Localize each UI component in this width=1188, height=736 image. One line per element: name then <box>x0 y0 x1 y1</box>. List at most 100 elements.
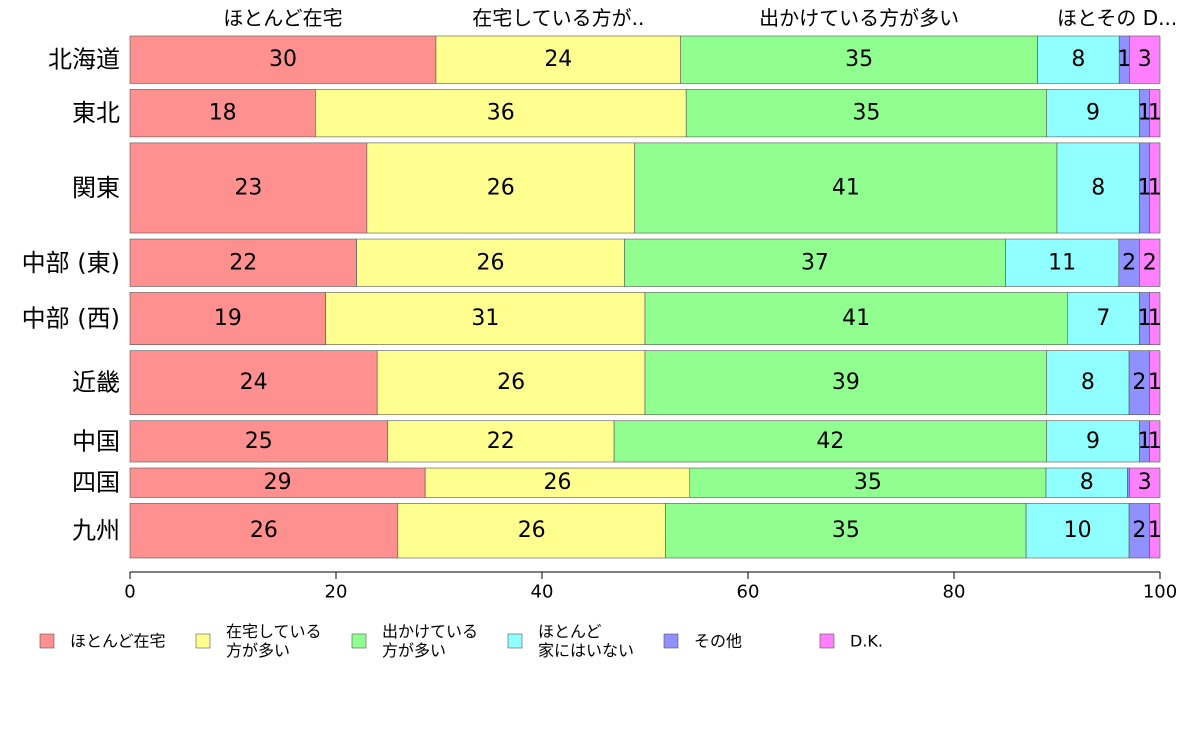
bar-segment <box>356 238 625 287</box>
segment-value-label: 1 <box>1117 47 1131 72</box>
bar-segment <box>1127 467 1130 498</box>
segment-value-label: 1 <box>1148 306 1162 331</box>
segment-value-label: 1 <box>1148 175 1162 200</box>
legend-label: 家にはいない <box>538 641 634 660</box>
legend-label: 出かけている <box>382 622 478 641</box>
segment-value-label: 22 <box>229 250 257 275</box>
bar-segment <box>665 503 1027 559</box>
x-tick-label: 60 <box>737 582 760 603</box>
bar-segment <box>1025 503 1130 559</box>
segment-value-label: 35 <box>854 470 882 495</box>
segment-value-label: 2 <box>1132 518 1146 543</box>
segment-value-label: 29 <box>264 470 292 495</box>
segment-value-label: 7 <box>1096 306 1110 331</box>
legend-swatch <box>351 633 367 649</box>
bar-segment <box>1149 292 1161 345</box>
category-label: 中部 (西) <box>22 305 120 333</box>
x-tick-label: 80 <box>943 582 966 603</box>
top-series-label: ほとその <box>1057 6 1136 30</box>
segment-value-label: 37 <box>801 250 829 275</box>
bar-segment <box>1056 142 1140 234</box>
bar-segment <box>1139 238 1161 287</box>
segment-value-label: 36 <box>487 101 515 126</box>
segment-value-label: 19 <box>214 306 242 331</box>
x-tick-label: 20 <box>325 582 348 603</box>
segment-value-label: 41 <box>842 306 870 331</box>
segment-value-label: 8 <box>1081 370 1095 395</box>
bar-segment <box>1037 35 1120 84</box>
segment-value-label: 24 <box>544 47 572 72</box>
segment-value-label: 26 <box>487 175 515 200</box>
segment-value-label: 9 <box>1086 429 1100 454</box>
legend-swatch <box>507 633 523 649</box>
segment-value-label: 10 <box>1064 518 1092 543</box>
x-tick-label: 0 <box>124 582 135 603</box>
segment-value-label: 25 <box>245 429 273 454</box>
bar-segment <box>613 420 1047 463</box>
bar-segment <box>644 350 1048 416</box>
bar-segment <box>1045 467 1128 498</box>
legend-label: D.K. <box>850 632 883 651</box>
segment-value-label: 42 <box>816 429 844 454</box>
bar-segment <box>424 467 691 498</box>
category-label: 東北 <box>72 99 120 127</box>
segment-value-label: 2 <box>1143 250 1157 275</box>
legend-swatch <box>39 633 55 649</box>
bar-segment <box>1129 35 1161 84</box>
top-series-label: 在宅している方が.. <box>472 6 644 30</box>
segment-value-label: 23 <box>234 175 262 200</box>
bar-segment <box>1149 503 1161 559</box>
top-series-label: D... <box>1143 6 1177 30</box>
bar-segment <box>1005 238 1120 287</box>
category-label: 関東 <box>72 174 120 202</box>
bar-segment <box>376 350 646 416</box>
legend-label: ほとんど <box>538 622 602 641</box>
bar-segment <box>1149 89 1161 138</box>
legend-label: 方が多い <box>226 641 290 660</box>
bar-segment <box>634 142 1058 234</box>
segment-value-label: 35 <box>852 101 880 126</box>
segment-value-label: 2 <box>1132 370 1146 395</box>
bar-segment <box>1046 89 1140 138</box>
bar-segment <box>1129 467 1161 498</box>
legend-swatch <box>195 633 211 649</box>
segment-value-label: 35 <box>832 518 860 543</box>
bar-segment <box>129 350 378 416</box>
segment-value-label: 30 <box>269 47 297 72</box>
top-series-label: 出かけている方が多い <box>759 6 959 30</box>
bar-segment <box>397 503 666 559</box>
bar-segment <box>366 142 635 234</box>
bar-segment <box>325 292 646 345</box>
segment-value-label: 2 <box>1122 250 1136 275</box>
segment-value-label: 31 <box>471 306 499 331</box>
segment-value-label: 18 <box>209 101 237 126</box>
segment-value-label: 3 <box>1138 470 1152 495</box>
legend-label: ほとんど在宅 <box>70 632 166 651</box>
segment-value-label: 26 <box>518 518 546 543</box>
segment-value-label: 8 <box>1080 470 1094 495</box>
top-labels-group: ほとんど在宅 在宅している方が.. 出かけている方が多い ほとその D... <box>223 6 1177 30</box>
bar-segment <box>1046 350 1130 416</box>
bar-segment <box>1067 292 1140 345</box>
segment-value-label: 26 <box>477 250 505 275</box>
bar-segment <box>1149 420 1161 463</box>
segment-value-label: 1 <box>1148 429 1162 454</box>
category-label: 北海道 <box>48 46 120 74</box>
category-label: 近畿 <box>72 369 120 397</box>
category-label: 四国 <box>72 469 120 497</box>
x-tick-label: 100 <box>1143 582 1177 603</box>
segment-value-label: 11 <box>1048 250 1076 275</box>
bar-segment <box>129 503 399 559</box>
legend-label: 方が多い <box>382 641 446 660</box>
bar-segment <box>129 142 368 234</box>
segment-value-label: 26 <box>250 518 278 543</box>
bar-segment <box>129 292 326 345</box>
x-axis: 0 20 40 60 80 100 <box>124 571 1177 603</box>
bar-segment <box>644 292 1068 345</box>
segment-value-label: 26 <box>543 470 571 495</box>
bar-segment <box>315 89 687 138</box>
